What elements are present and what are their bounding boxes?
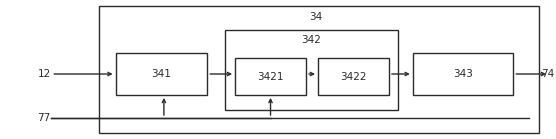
Text: 74: 74 [541,69,554,79]
Text: 34: 34 [309,12,322,22]
Text: 341: 341 [151,69,171,79]
Bar [99,6,539,133]
Text: 342: 342 [301,35,321,45]
Text: 3422: 3422 [340,71,367,81]
Text: 3421: 3421 [257,71,284,81]
Text: 343: 343 [453,69,473,79]
Bar [116,53,207,95]
Bar [318,58,389,95]
Text: 77: 77 [37,113,51,123]
Text: 12: 12 [37,69,51,79]
Bar [413,53,513,95]
Bar [225,30,398,110]
Bar [235,58,306,95]
